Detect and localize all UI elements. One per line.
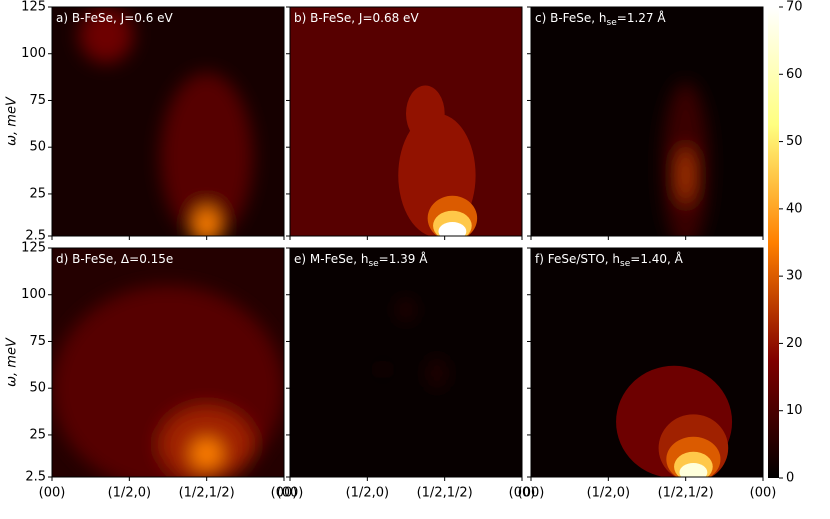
hotspot — [438, 221, 467, 236]
hotspot — [378, 360, 387, 379]
colorbar-tick-label: 50 — [786, 134, 803, 149]
colorbar — [768, 7, 779, 478]
title-text: e) M-FeSe, h — [294, 252, 368, 266]
colorbar-tick-label: 40 — [786, 201, 803, 216]
y-tick-label: 100 — [21, 287, 46, 302]
hotspots — [398, 85, 478, 236]
x-tick-label: (1/2,1/2) — [417, 486, 473, 501]
y-tick-label: 2.5 — [25, 229, 46, 244]
title-text: f) FeSe/STO, h — [535, 252, 620, 266]
x-tick-label: (1/2,1/2) — [658, 486, 714, 501]
hotspot — [79, 7, 134, 64]
y-tick-label: 125 — [21, 241, 46, 256]
title-text: a) B-FeSe, J=0.6 eV — [56, 11, 174, 25]
panel-title: c) B-FeSe, hse=1.27 Å — [535, 10, 666, 28]
frame — [289, 6, 523, 237]
background-level — [531, 7, 763, 236]
contour-plot — [290, 248, 522, 477]
title-text: c) B-FeSe, h — [535, 11, 607, 25]
y-tick-label: 25 — [29, 427, 46, 442]
hotspots — [662, 81, 709, 236]
panel-title: e) M-FeSe, hse=1.39 Å — [294, 251, 428, 269]
background-level — [290, 248, 522, 477]
x-tick-label: (1/2,1/2) — [179, 486, 235, 501]
colorbar-tick-label: 10 — [786, 403, 803, 418]
x-tick-label: (1/2,0) — [587, 486, 630, 501]
title-text: =1.39 Å — [379, 251, 429, 266]
title-text: =1.27 Å — [617, 10, 667, 25]
panel-title: d) B-FeSe, Δ=0.15e — [56, 252, 173, 266]
y-tick-label: 50 — [29, 381, 46, 396]
panel-title: f) FeSe/STO, hse=1.40, Å — [535, 251, 684, 269]
hotspot — [160, 72, 254, 236]
y-axis-label: ω, meV — [5, 337, 20, 387]
hotspot — [195, 207, 219, 236]
frame — [530, 6, 764, 237]
title-subscript: se — [368, 259, 379, 269]
x-tick-label: (00) — [518, 486, 545, 501]
contour-plot — [52, 248, 284, 477]
contour-plot — [531, 7, 763, 236]
colorbar-tick-label: 70 — [786, 0, 803, 15]
hotspot — [191, 438, 223, 469]
panel-title: b) B-FeSe, J=0.68 eV — [294, 11, 419, 25]
hotspot — [679, 462, 708, 477]
colorbar-tick-label: 60 — [786, 67, 803, 82]
y-tick-label: 125 — [21, 0, 46, 15]
contour-plot — [290, 7, 522, 236]
title-text: b) B-FeSe, J=0.68 eV — [294, 11, 419, 25]
panel-title: a) B-FeSe, J=0.6 eV — [56, 11, 174, 25]
hotspots — [79, 7, 254, 236]
frame — [530, 247, 764, 478]
hotspots — [378, 300, 445, 389]
title-subscript: se — [607, 18, 618, 28]
title-text: =1.40, Å — [630, 251, 683, 266]
x-tick-label: (00) — [509, 486, 536, 501]
y-tick-label: 75 — [29, 93, 46, 108]
x-tick-label: (00) — [750, 486, 777, 501]
y-tick-label: 100 — [21, 46, 46, 61]
y-tick-label: 25 — [29, 186, 46, 201]
y-tick-label: 2.5 — [25, 470, 46, 485]
title-text: d) B-FeSe, Δ=0.15e — [56, 252, 173, 266]
y-axis-label: ω, meV — [5, 96, 20, 146]
hotspot — [406, 85, 445, 142]
hotspot — [679, 147, 692, 204]
y-tick-label: 75 — [29, 334, 46, 349]
x-tick-label: (1/2,0) — [346, 486, 389, 501]
contour-plot — [531, 248, 763, 477]
colorbar-tick-label: 0 — [786, 471, 794, 486]
frame — [289, 247, 523, 478]
colorbar-tick-label: 20 — [786, 336, 803, 351]
hotspot — [429, 358, 445, 389]
hotspots — [616, 365, 733, 477]
y-tick-label: 50 — [29, 140, 46, 155]
x-tick-label: (1/2,0) — [108, 486, 151, 501]
x-tick-label: (00) — [277, 486, 304, 501]
frame — [51, 6, 285, 237]
title-subscript: se — [620, 259, 631, 269]
hotspot — [399, 300, 413, 320]
x-tick-label: (00) — [271, 486, 298, 501]
frame — [51, 247, 285, 478]
colorbar-tick-label: 30 — [786, 269, 803, 284]
contour-plot — [52, 7, 284, 236]
x-tick-label: (00) — [39, 486, 66, 501]
hotspots — [52, 285, 284, 477]
